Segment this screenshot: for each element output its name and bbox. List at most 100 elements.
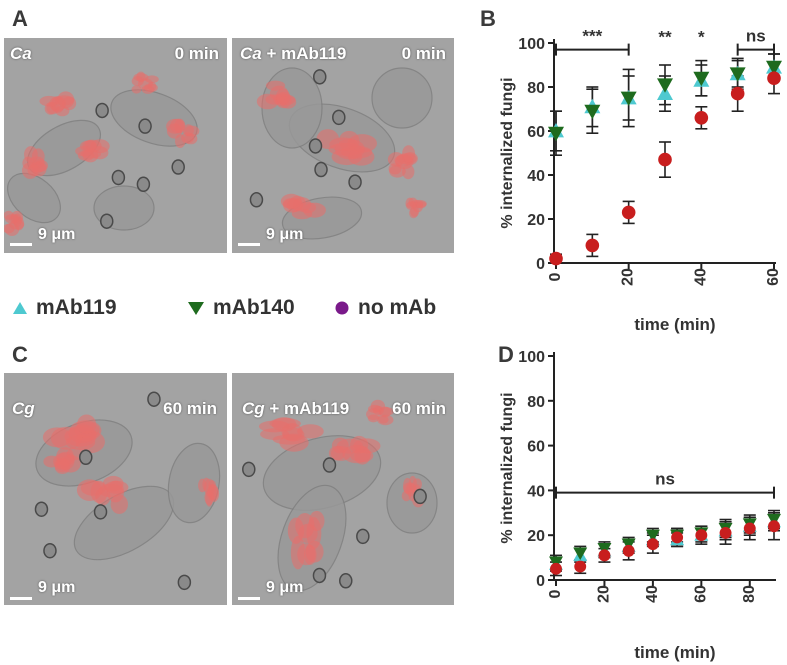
- significance-label: ns: [746, 27, 766, 46]
- data-point: [695, 529, 708, 542]
- significance-bracket: [555, 486, 775, 499]
- data-point: [550, 562, 562, 575]
- data-point: [620, 91, 637, 106]
- micrograph-image: [4, 373, 227, 605]
- markers-mab140: [548, 60, 782, 142]
- x-tick-label: 20: [595, 585, 612, 603]
- yeast-cell: [138, 118, 152, 134]
- scale-bar: [238, 243, 260, 246]
- x-axis-label: time (min): [634, 315, 715, 334]
- panel-letter-c: C: [12, 342, 28, 367]
- data-point: [767, 71, 781, 85]
- data-point: [743, 522, 756, 535]
- y-tick-label: 100: [518, 36, 545, 53]
- legend-item-mab119: mAb119: [12, 296, 117, 320]
- significance-bracket: [555, 43, 630, 56]
- yeast-cell: [43, 542, 57, 559]
- fluorescent-spot: [328, 435, 381, 465]
- data-point: [549, 251, 563, 266]
- data-point: [693, 71, 710, 87]
- data-point: [621, 205, 636, 220]
- scale-label: 9 μm: [38, 579, 76, 596]
- scale-label: 9 μm: [266, 226, 304, 243]
- yeast-cell: [147, 391, 161, 407]
- micrograph-cg-mab119: Cg + mAb119 60 min 9 μm: [232, 373, 454, 605]
- data-point: [585, 238, 600, 253]
- yeast-cell: [312, 69, 327, 85]
- yeast-cell: [95, 102, 109, 119]
- micrograph-time-label: 60 min: [392, 399, 446, 418]
- x-tick-label: 60: [765, 268, 782, 286]
- y-tick-label: 20: [527, 212, 545, 229]
- yeast-cell: [339, 573, 353, 589]
- micrograph-ca-mab119: Ca + mAb119 0 min 9 μm: [232, 38, 454, 253]
- micrograph-species-label: Cg: [12, 399, 35, 418]
- data-point: [574, 560, 587, 573]
- fluorescent-spot: [39, 91, 77, 117]
- micrograph-time-label: 0 min: [174, 44, 219, 63]
- yeast-cell: [308, 138, 323, 154]
- yeast-cell: [100, 213, 114, 229]
- micrograph-species-label: Ca: [10, 44, 32, 63]
- x-tick-label: 0: [547, 272, 564, 281]
- panel-letter-a: A: [12, 6, 28, 31]
- fluorescent-spot: [280, 193, 326, 220]
- yeast-cell: [413, 488, 427, 505]
- fluorescent-spot: [256, 80, 297, 110]
- micrograph-ca-control: Ca 0 min 9 μm: [4, 38, 227, 253]
- yeast-cell: [79, 449, 93, 466]
- data-point: [719, 527, 732, 539]
- triangle-up-icon: [13, 302, 27, 314]
- micrograph-cg-control: Cg 60 min 9 μm: [4, 373, 227, 605]
- data-point: [584, 104, 601, 120]
- data-point: [573, 547, 588, 561]
- yeast-cell: [322, 457, 337, 473]
- data-point: [549, 556, 563, 570]
- y-axis-label: % internalized fungi: [499, 77, 516, 228]
- significance-label: **: [658, 28, 672, 47]
- data-point: [657, 78, 673, 93]
- y-axis-label: % internalized fungi: [499, 392, 516, 543]
- chart-d: 0 20 40 60 80 100 0 20 40 60 80 % internalized fung…: [499, 349, 781, 662]
- yeast-cell: [314, 161, 328, 178]
- data-point: [767, 513, 781, 527]
- y-tick-label: 40: [527, 168, 545, 185]
- yeast-cell: [249, 192, 264, 208]
- micrograph-image: [232, 373, 454, 605]
- fluorescent-spot: [75, 139, 110, 163]
- y-tick-label: 100: [518, 349, 545, 366]
- x-tick-label: 40: [692, 268, 709, 286]
- micrograph-image: [232, 38, 454, 253]
- data-point: [646, 538, 659, 551]
- micrograph-species-label: Cg + mAb119: [242, 399, 350, 418]
- legend-label: mAb119: [36, 296, 117, 319]
- fluorescent-spot: [4, 210, 25, 237]
- x-tick-label: 40: [644, 585, 661, 603]
- fluorescent-spot: [166, 118, 200, 149]
- y-tick-label: 80: [527, 80, 545, 97]
- panel-letter-b: B: [480, 6, 496, 31]
- yeast-cell: [312, 567, 327, 584]
- yeast-cell: [136, 176, 151, 193]
- data-point: [729, 67, 746, 82]
- significance-label: *: [698, 28, 705, 47]
- fluorescent-spot: [366, 399, 394, 426]
- significance-label: ns: [655, 470, 675, 489]
- panel-letter-d: D: [498, 342, 514, 367]
- data-point: [645, 529, 660, 543]
- scale-bar: [10, 243, 32, 246]
- yeast-cell: [177, 574, 192, 591]
- x-tick-label: 80: [741, 585, 758, 603]
- cell-outline: [371, 67, 433, 129]
- legend-label: no mAb: [358, 296, 437, 319]
- x-tick-label: 0: [547, 589, 564, 598]
- data-point: [598, 549, 611, 562]
- yeast-cell: [93, 504, 108, 520]
- scale-label: 9 μm: [266, 579, 304, 596]
- data-point: [766, 60, 782, 76]
- data-point: [768, 520, 780, 533]
- yeast-cell: [171, 159, 185, 175]
- markers-no-mab: [549, 71, 781, 266]
- fluorescent-spot: [387, 145, 418, 180]
- legend-item-no-mab: no mAb: [334, 296, 436, 320]
